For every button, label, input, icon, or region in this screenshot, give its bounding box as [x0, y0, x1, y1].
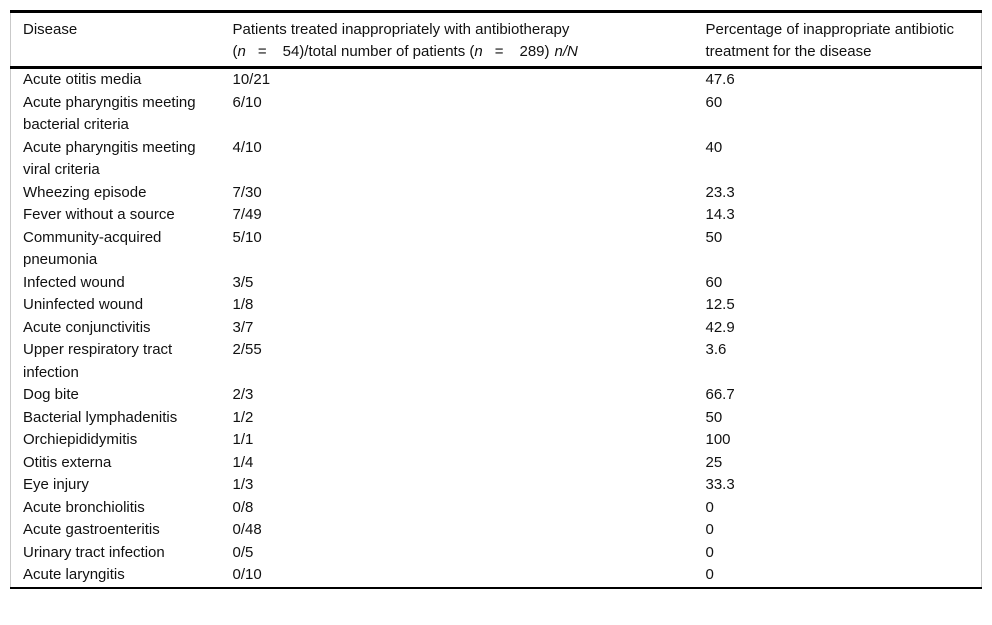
n-total-text: 54)/total number of patients ( — [282, 43, 475, 60]
cell-disease: Uninfected wound — [23, 296, 144, 313]
table-row: Wheezing episode 7/30 23.3 — [11, 182, 982, 205]
cell-fraction: 2/3 — [232, 386, 254, 403]
table-row: Eye injury 1/3 33.3 — [11, 474, 982, 497]
inappropriate-antibiotherapy-table: Disease Patients treated inappropriately… — [10, 10, 982, 589]
cell-fraction: 2/55 — [232, 341, 262, 358]
table-row: Fever without a source 7/49 14.3 — [11, 204, 982, 227]
cell-percentage: 14.3 — [705, 206, 735, 223]
cell-fraction: 7/30 — [232, 183, 262, 201]
table-row: Acute conjunctivitis 3/7 42.9 — [11, 317, 982, 340]
table-row: Acute pharyngitis meeting viral criteria… — [11, 137, 982, 182]
cell-percentage: 3.6 — [705, 341, 727, 358]
cell-fraction: 1/1 — [232, 431, 254, 448]
cell-disease: Eye injury — [23, 476, 89, 493]
cell-percentage: 0 — [705, 498, 714, 516]
table-row: Acute pharyngitis meeting bacterial crit… — [11, 92, 982, 137]
cell-percentage: 50 — [705, 408, 723, 426]
cell-fraction: 0/48 — [232, 521, 262, 538]
table-body: Acute otitis media 10/21 47.6 Acute phar… — [11, 68, 982, 588]
cell-fraction: 6/10 — [232, 93, 262, 111]
cell-disease: Upper respiratory tract infection — [23, 341, 173, 381]
cell-fraction: 1/3 — [232, 476, 254, 493]
cell-fraction: 1/2 — [232, 408, 254, 426]
cell-fraction: 5/10 — [232, 228, 262, 246]
cell-fraction: 10/21 — [232, 71, 271, 88]
cell-fraction: 3/7 — [232, 318, 254, 336]
cell-percentage: 33.3 — [705, 476, 735, 493]
cell-disease: Orchiepididymitis — [23, 431, 138, 448]
n-symbol: n — [237, 43, 246, 60]
cell-disease: Wheezing episode — [23, 183, 147, 201]
table-row: Dog bite 2/3 66.7 — [11, 384, 982, 407]
cell-fraction: 0/10 — [232, 566, 262, 583]
table-row: Acute gastroenteritis 0/48 0 — [11, 519, 982, 542]
header-percentage: Percentage of inappropriate antibiotic t… — [693, 11, 982, 69]
cell-fraction: 0/5 — [232, 543, 254, 561]
n-over-N-symbol: n/N — [554, 43, 578, 60]
cell-percentage: 100 — [705, 431, 731, 448]
cell-percentage: 50 — [705, 228, 723, 246]
cell-disease: Acute conjunctivitis — [23, 318, 151, 336]
cell-percentage: 23.3 — [705, 183, 735, 201]
cell-percentage: 0 — [705, 543, 714, 561]
header-patients-line1: Patients treated inappropriately with an… — [232, 21, 570, 38]
table-row: Acute bronchiolitis 0/8 0 — [11, 497, 982, 520]
header-disease: Disease — [10, 11, 221, 69]
cell-disease: Infected wound — [23, 273, 125, 291]
table-row: Upper respiratory tract infection 2/55 3… — [11, 339, 982, 384]
n-symbol: n — [474, 43, 483, 60]
table-row: Orchiepididymitis 1/1 100 — [11, 429, 982, 452]
cell-fraction: 3/5 — [232, 273, 254, 291]
table-row: Acute laryngitis 0/10 0 — [11, 564, 982, 588]
cell-disease: Bacterial lymphadenitis — [23, 408, 178, 426]
equals-sign: = — [494, 43, 504, 60]
cell-disease: Acute otitis media — [23, 71, 142, 88]
cell-fraction: 1/4 — [232, 453, 254, 471]
table-row: Acute otitis media 10/21 47.6 — [11, 68, 982, 92]
header-patients-treated: Patients treated inappropriately with an… — [220, 11, 694, 69]
cell-percentage: 0 — [705, 521, 714, 538]
cell-percentage: 25 — [705, 453, 723, 471]
cell-disease: Acute pharyngitis meeting viral criteria — [23, 138, 196, 179]
paren-open: ( — [232, 43, 238, 60]
cell-disease: Acute gastroenteritis — [23, 521, 160, 538]
header-row: Disease Patients treated inappropriately… — [10, 11, 982, 69]
cell-fraction: 4/10 — [232, 138, 262, 156]
header-percentage-line1: Percentage of inappropriate antibiotic — [705, 21, 955, 38]
header-percentage-line2: treatment for the disease — [705, 43, 872, 60]
table-row: Bacterial lymphadenitis 1/2 50 — [11, 407, 982, 430]
cell-disease: Dog bite — [23, 386, 79, 403]
cell-disease: Acute pharyngitis meeting bacterial crit… — [23, 93, 196, 134]
cell-fraction: 1/8 — [232, 296, 254, 313]
cell-fraction: 0/8 — [232, 498, 254, 516]
cell-percentage: 40 — [705, 138, 723, 156]
table-row: Infected wound 3/5 60 — [11, 272, 982, 295]
cell-disease: Acute bronchiolitis — [23, 498, 145, 516]
cell-percentage: 47.6 — [705, 71, 735, 88]
table-row: Urinary tract infection 0/5 0 — [11, 542, 982, 565]
equals-sign: = — [257, 43, 267, 60]
table-row: Otitis externa 1/4 25 — [11, 452, 982, 475]
table-row: Community-acquired pneumonia 5/10 50 — [11, 227, 982, 272]
cell-disease: Otitis externa — [23, 453, 112, 471]
cell-percentage: 42.9 — [705, 318, 735, 336]
cell-percentage: 0 — [705, 566, 714, 583]
cell-disease: Community-acquired pneumonia — [23, 228, 162, 269]
header-patients-line2: (n = 54)/total number of patients (n = 289) n… — [233, 41, 686, 63]
table-header: Disease Patients treated inappropriately… — [10, 11, 982, 69]
cell-percentage: 66.7 — [705, 386, 735, 403]
cell-percentage: 12.5 — [705, 296, 735, 313]
table-row: Uninfected wound 1/8 12.5 — [11, 294, 982, 317]
n-total-value: 289) — [519, 43, 550, 60]
cell-fraction: 7/49 — [232, 206, 262, 223]
cell-percentage: 60 — [705, 273, 723, 291]
cell-disease: Fever without a source — [23, 206, 175, 223]
cell-disease: Acute laryngitis — [23, 566, 125, 583]
cell-disease: Urinary tract infection — [23, 543, 165, 561]
cell-percentage: 60 — [705, 93, 723, 111]
